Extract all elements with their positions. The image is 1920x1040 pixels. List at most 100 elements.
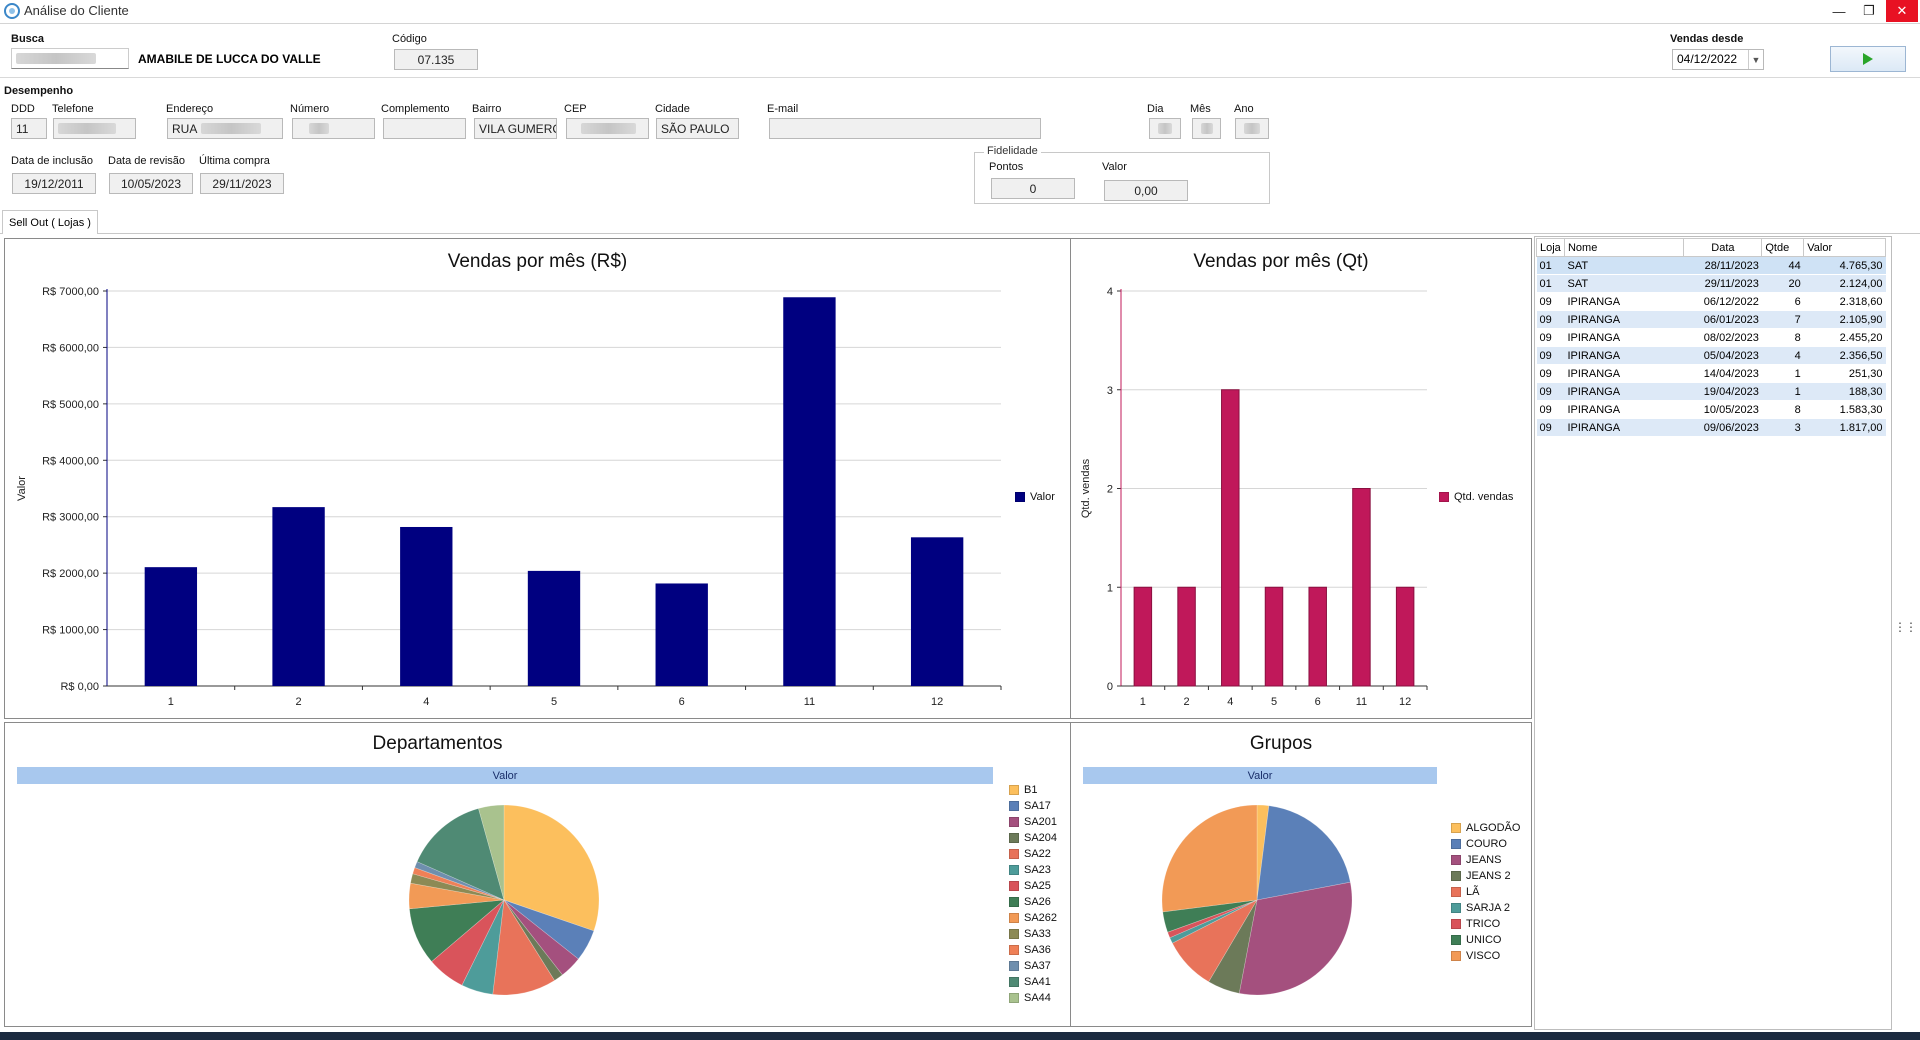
legend-label: SA204 [1024, 832, 1058, 844]
pie-slice [409, 899, 505, 962]
legend-label: JEANS [1466, 854, 1502, 866]
legend-label: SA36 [1024, 944, 1051, 956]
pie-slice [1167, 899, 1258, 939]
cep-label: CEP [564, 103, 587, 115]
divider [0, 77, 1920, 78]
legend-swatch [1451, 855, 1461, 865]
legend-swatch [1009, 913, 1019, 923]
tab-sell-out[interactable]: Sell Out ( Lojas ) [2, 210, 98, 234]
cell-nome: IPIRANGA [1564, 400, 1684, 419]
desempenho-label: Desempenho [4, 85, 74, 97]
bar [910, 537, 964, 686]
legend-label: Valor [1030, 491, 1055, 503]
legend-swatch [1009, 881, 1019, 891]
table-row[interactable]: 01 SAT 29/11/2023 20 2.124,00 [1536, 274, 1886, 293]
table-row[interactable]: 09 IPIRANGA 09/06/2023 3 1.817,00 [1536, 418, 1886, 437]
x-tick-label: 6 [679, 696, 685, 708]
cell-qtde: 1 [1761, 364, 1804, 383]
grupos-chart-panel: Grupos Valor ALGODÃO COURO JEANS JEANS 2 LÃ S… [1070, 722, 1532, 1027]
table-row[interactable]: 09 IPIRANGA 10/05/2023 8 1.583,30 [1536, 400, 1886, 419]
pie-series-label: Valor [17, 767, 993, 784]
endereco-label: Endereço [166, 103, 214, 115]
chart-title: Departamentos [372, 733, 503, 754]
busca-input[interactable] [11, 48, 129, 69]
cell-valor: 1.817,00 [1803, 418, 1886, 437]
legend-item: SA22 [1009, 846, 1057, 862]
y-tick-label: R$ 4000,00 [42, 455, 99, 467]
legend-label: JEANS 2 [1466, 870, 1511, 882]
pie-slice [1161, 804, 1258, 913]
y-tick-label: 2 [1107, 484, 1113, 496]
complemento-label: Complemento [381, 103, 450, 115]
x-tick-label: 1 [168, 696, 174, 708]
column-header-nome[interactable]: Nome [1563, 238, 1685, 257]
table-row[interactable]: 09 IPIRANGA 05/04/2023 4 2.356,50 [1536, 346, 1886, 365]
table-row[interactable]: 09 IPIRANGA 06/01/2023 7 2.105,90 [1536, 310, 1886, 329]
restore-button[interactable]: ❐ [1863, 3, 1875, 18]
table-row[interactable]: 09 IPIRANGA 19/04/2023 1 188,30 [1536, 382, 1886, 401]
legend-label: SA44 [1024, 992, 1051, 1004]
legend-swatch [1451, 823, 1461, 833]
legend-swatch [1009, 961, 1019, 971]
x-tick-label: 5 [1271, 696, 1277, 708]
pie-slice [1238, 881, 1353, 996]
legend-item: SA41 [1009, 974, 1057, 990]
data-inclusao-field: 19/12/2011 [12, 173, 96, 194]
table-row[interactable]: 09 IPIRANGA 14/04/2023 1 251,30 [1536, 364, 1886, 383]
cell-loja: 09 [1536, 418, 1565, 437]
chevron-down-icon[interactable]: ▼ [1748, 50, 1763, 69]
bar [1264, 586, 1284, 687]
column-header-qtde[interactable]: Qtde [1761, 238, 1805, 257]
legend-item: SA25 [1009, 878, 1057, 894]
legend-label: VISCO [1466, 950, 1501, 962]
pie-slice [503, 804, 600, 932]
table-row[interactable]: 09 IPIRANGA 08/02/2023 8 2.455,20 [1536, 328, 1886, 347]
legend-swatch [1009, 785, 1019, 795]
cell-data: 19/04/2023 [1683, 382, 1762, 401]
minimize-button[interactable]: — [1832, 3, 1846, 19]
table-row[interactable]: 09 IPIRANGA 06/12/2022 6 2.318,60 [1536, 292, 1886, 311]
pie-slice [408, 882, 505, 910]
pie-slice [492, 899, 555, 996]
y-tick-label: R$ 5000,00 [42, 399, 99, 411]
legend-label: SARJA 2 [1466, 902, 1511, 914]
column-header-loja[interactable]: Loja [1536, 238, 1565, 257]
codigo-field: 07.135 [394, 49, 478, 70]
grupos-pie [1161, 804, 1353, 996]
legend-swatch [1009, 833, 1019, 843]
cell-nome: SAT [1564, 256, 1684, 275]
close-button[interactable]: ✕ [1886, 0, 1918, 22]
cell-nome: IPIRANGA [1564, 310, 1684, 329]
cell-qtde: 7 [1761, 310, 1804, 329]
bairro-field: VILA GUMERC [474, 118, 557, 139]
legend-label: SA33 [1024, 928, 1051, 940]
data-revisao-label: Data de revisão [108, 155, 186, 167]
ddd-field: 11 [11, 118, 47, 139]
bar [783, 297, 836, 686]
run-button[interactable] [1830, 46, 1906, 72]
busca-label: Busca [11, 33, 45, 45]
column-header-data[interactable]: Data [1683, 238, 1763, 257]
table-row[interactable]: 01 SAT 28/11/2023 44 4.765,30 [1536, 256, 1886, 275]
pie-slice [1169, 899, 1258, 944]
legend-item: LÃ [1451, 884, 1520, 900]
legend-label: SA201 [1024, 816, 1058, 828]
pie-slice [461, 899, 505, 995]
legend-item: ALGODÃO [1451, 820, 1520, 836]
legend-label: B1 [1024, 784, 1038, 796]
column-header-valor[interactable]: Valor [1803, 238, 1886, 257]
y-tick-label: R$ 3000,00 [42, 512, 99, 524]
pie-slice [416, 808, 505, 901]
cell-data: 06/01/2023 [1683, 310, 1762, 329]
legend-label: LÃ [1466, 886, 1480, 898]
splitter-handle[interactable]: ⋮⋮ [1894, 620, 1917, 634]
legend-swatch [1009, 897, 1019, 907]
pie-slice [414, 861, 505, 901]
valor-field: 0,00 [1104, 180, 1188, 201]
cell-nome: IPIRANGA [1564, 328, 1684, 347]
chart-title: Vendas por mês (Qt) [1193, 251, 1369, 272]
email-field [769, 118, 1041, 139]
y-axis-label: Qtd. vendas [1080, 458, 1092, 518]
cell-qtde: 8 [1761, 328, 1804, 347]
vendas-desde-date[interactable]: 04/12/2022 [1672, 49, 1764, 70]
